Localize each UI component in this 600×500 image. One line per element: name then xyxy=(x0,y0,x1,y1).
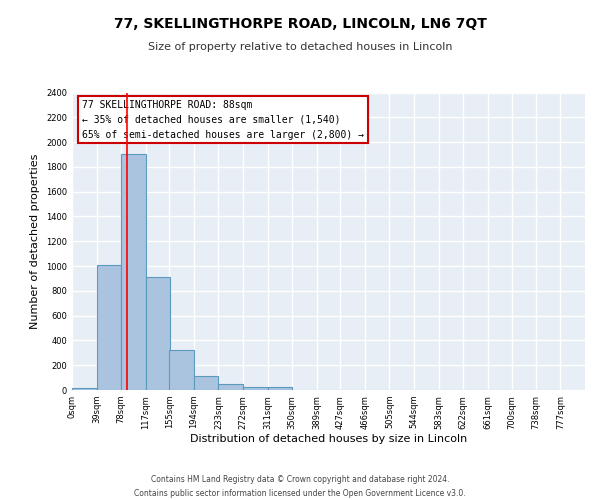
Bar xyxy=(218,384,243,390)
Text: 77 SKELLINGTHORPE ROAD: 88sqm
← 35% of detached houses are smaller (1,540)
65% o: 77 SKELLINGTHORPE ROAD: 88sqm ← 35% of d… xyxy=(82,100,364,140)
Bar xyxy=(97,265,121,390)
X-axis label: Distribution of detached houses by size in Lincoln: Distribution of detached houses by size … xyxy=(190,434,467,444)
Text: 77, SKELLINGTHORPE ROAD, LINCOLN, LN6 7QT: 77, SKELLINGTHORPE ROAD, LINCOLN, LN6 7Q… xyxy=(113,18,487,32)
Bar xyxy=(72,388,97,390)
Bar xyxy=(146,277,170,390)
Bar xyxy=(194,376,218,390)
Text: Contains HM Land Registry data © Crown copyright and database right 2024.
Contai: Contains HM Land Registry data © Crown c… xyxy=(134,476,466,498)
Y-axis label: Number of detached properties: Number of detached properties xyxy=(31,154,40,329)
Bar xyxy=(169,350,194,390)
Text: Size of property relative to detached houses in Lincoln: Size of property relative to detached ho… xyxy=(148,42,452,52)
Bar xyxy=(121,154,146,390)
Bar xyxy=(268,387,292,390)
Bar xyxy=(243,387,268,390)
